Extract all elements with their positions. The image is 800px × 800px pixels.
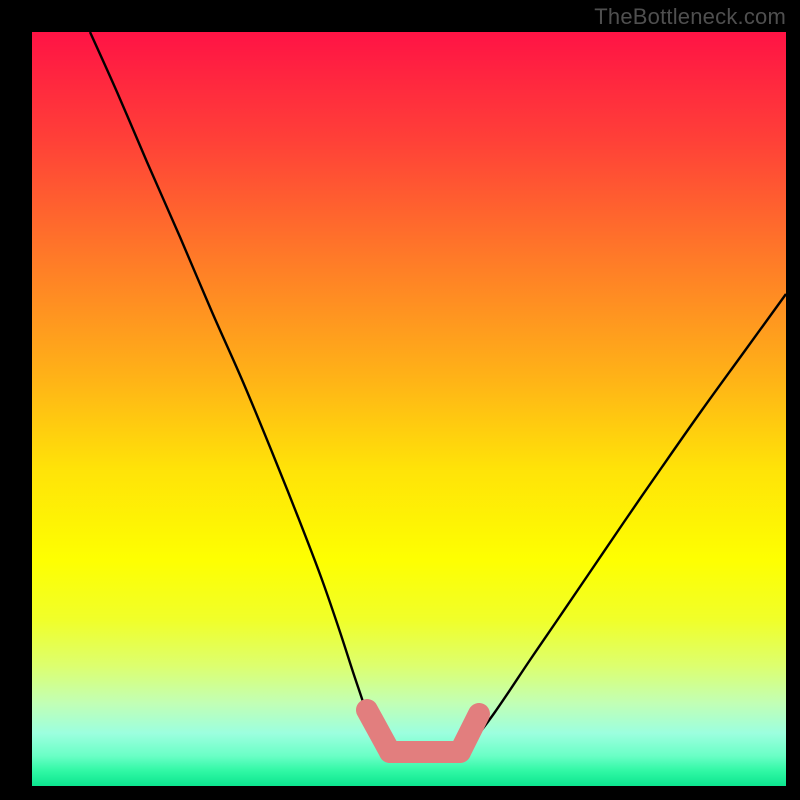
- right-curve: [477, 294, 786, 736]
- plot-area: [32, 32, 786, 786]
- watermark-text: TheBottleneck.com: [594, 4, 786, 30]
- left-curve: [90, 32, 370, 726]
- curve-overlay: [32, 32, 786, 786]
- bottom-marker-right: [460, 714, 479, 752]
